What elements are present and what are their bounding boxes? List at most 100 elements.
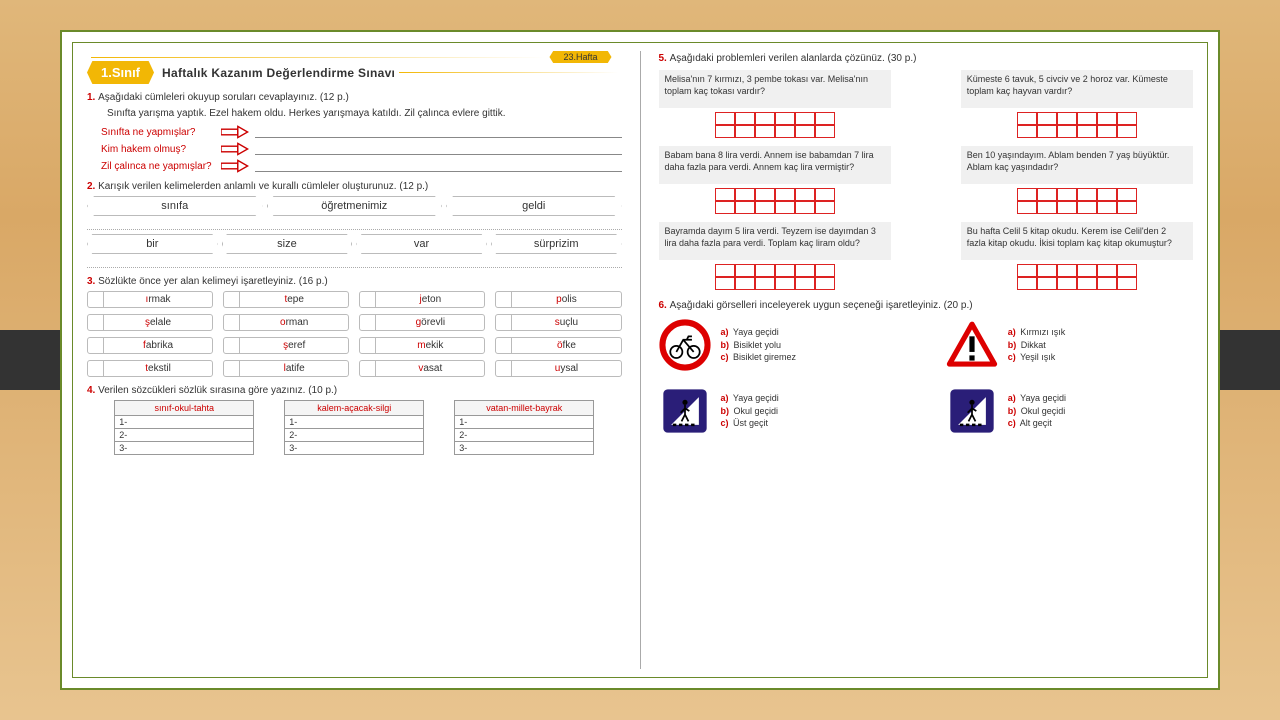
sort-line[interactable]: 1- bbox=[114, 416, 254, 429]
problem-text: Melisa'nın 7 kırmızı, 3 pembe tokası var… bbox=[659, 70, 891, 108]
sort-line[interactable]: 1- bbox=[454, 416, 594, 429]
checkbox[interactable] bbox=[360, 292, 376, 307]
q2-row1: sınıfaöğretmenimizgeldi bbox=[87, 196, 622, 216]
sort-line[interactable]: 1- bbox=[284, 416, 424, 429]
q4-grid: sınıf-okul-tahta1-2-3-kalem-açacak-silgi… bbox=[87, 400, 622, 455]
sign-option[interactable]: c) Bisiklet giremez bbox=[721, 351, 797, 364]
problem-box: Ben 10 yaşındayım. Ablam benden 7 yaş bü… bbox=[961, 146, 1193, 214]
problem-box: Bu hafta Celil 5 kitap okudu. Kerem ise … bbox=[961, 222, 1193, 290]
word-tag: öğretmenimiz bbox=[267, 196, 443, 216]
problem-text: Kümeste 6 tavuk, 5 civciv ve 2 horoz var… bbox=[961, 70, 1193, 108]
checkbox[interactable] bbox=[224, 361, 240, 376]
checkbox[interactable] bbox=[496, 315, 512, 330]
word-option[interactable]: mekik bbox=[359, 337, 485, 354]
word-option[interactable]: şelale bbox=[87, 314, 213, 331]
arrow-icon bbox=[221, 159, 249, 173]
q6-number: 6. bbox=[659, 300, 670, 311]
sign-option[interactable]: b) Bisiklet yolu bbox=[721, 339, 797, 352]
checkbox[interactable] bbox=[224, 315, 240, 330]
sign-option[interactable]: a) Yaya geçidi bbox=[721, 326, 797, 339]
word-text: ırmak bbox=[104, 292, 212, 307]
sign-options: a) Kırmızı ışıkb) Dikkatc) Yeşil ışık bbox=[1008, 326, 1066, 364]
sign-option[interactable]: a) Yaya geçidi bbox=[1008, 392, 1066, 405]
word-option[interactable]: vasat bbox=[359, 360, 485, 377]
q5-number: 5. bbox=[659, 53, 670, 64]
checkbox[interactable] bbox=[360, 315, 376, 330]
question-2: 2. Karışık verilen kelimelerden anlamlı … bbox=[87, 181, 622, 268]
answer-grid[interactable] bbox=[1017, 112, 1137, 138]
checkbox[interactable] bbox=[360, 361, 376, 376]
checkbox[interactable] bbox=[88, 338, 104, 353]
word-option[interactable]: tekstil bbox=[87, 360, 213, 377]
word-option[interactable]: orman bbox=[223, 314, 349, 331]
sort-line[interactable]: 3- bbox=[284, 442, 424, 455]
sort-header: sınıf-okul-tahta bbox=[114, 400, 254, 416]
word-option[interactable]: polis bbox=[495, 291, 621, 308]
word-option[interactable]: öfke bbox=[495, 337, 621, 354]
sign-option[interactable]: c) Alt geçit bbox=[1008, 417, 1066, 430]
worksheet-header: 23.Hafta 1.Sınıf Haftalık Kazanım Değerl… bbox=[87, 51, 622, 84]
q1-answer-row: Kim hakem olmuş? bbox=[101, 142, 622, 156]
warning-sign-icon bbox=[946, 319, 998, 371]
answer-blank[interactable] bbox=[255, 126, 622, 138]
sort-line[interactable]: 2- bbox=[284, 429, 424, 442]
checkbox[interactable] bbox=[360, 338, 376, 353]
sign-option[interactable]: b) Okul geçidi bbox=[1008, 405, 1066, 418]
sign-option[interactable]: b) Dikkat bbox=[1008, 339, 1066, 352]
q1-passage: Sınıfta yarışma yaptık. Ezel hakem oldu.… bbox=[107, 107, 622, 121]
worksheet-inner: 23.Hafta 1.Sınıf Haftalık Kazanım Değerl… bbox=[72, 42, 1208, 678]
answer-grid[interactable] bbox=[715, 188, 835, 214]
q6-grid: a) Yaya geçidib) Bisiklet yoluc) Bisikle… bbox=[659, 319, 1194, 437]
word-option[interactable]: görevli bbox=[359, 314, 485, 331]
sign-option[interactable]: b) Okul geçidi bbox=[721, 405, 779, 418]
word-option[interactable]: latife bbox=[223, 360, 349, 377]
checkbox[interactable] bbox=[496, 338, 512, 353]
checkbox[interactable] bbox=[88, 315, 104, 330]
sign-option[interactable]: a) Yaya geçidi bbox=[721, 392, 779, 405]
word-option[interactable]: şeref bbox=[223, 337, 349, 354]
sign-option[interactable]: c) Yeşil ışık bbox=[1008, 351, 1066, 364]
sign-option[interactable]: a) Kırmızı ışık bbox=[1008, 326, 1066, 339]
checkbox[interactable] bbox=[88, 292, 104, 307]
answer-grid[interactable] bbox=[1017, 264, 1137, 290]
sort-line[interactable]: 3- bbox=[454, 442, 594, 455]
problem-box: Kümeste 6 tavuk, 5 civciv ve 2 horoz var… bbox=[961, 70, 1193, 138]
word-option[interactable]: suçlu bbox=[495, 314, 621, 331]
q3-grid: ırmak tepe jeton polis şelale orman görevli suç… bbox=[87, 291, 622, 377]
checkbox[interactable] bbox=[224, 292, 240, 307]
sort-line[interactable]: 2- bbox=[114, 429, 254, 442]
word-tag: var bbox=[356, 234, 487, 254]
problem-text: Bayramda dayım 5 lira verdi. Teyzem ise … bbox=[659, 222, 891, 260]
sort-header: vatan-millet-bayrak bbox=[454, 400, 594, 416]
checkbox[interactable] bbox=[496, 292, 512, 307]
dotted-line[interactable] bbox=[87, 220, 622, 230]
word-option[interactable]: uysal bbox=[495, 360, 621, 377]
sort-column: sınıf-okul-tahta1-2-3- bbox=[114, 400, 254, 455]
sort-line[interactable]: 3- bbox=[114, 442, 254, 455]
sort-line[interactable]: 2- bbox=[454, 429, 594, 442]
word-text: latife bbox=[240, 361, 348, 376]
sign-question: a) Yaya geçidib) Bisiklet yoluc) Bisikle… bbox=[659, 319, 906, 371]
sign-options: a) Yaya geçidib) Bisiklet yoluc) Bisikle… bbox=[721, 326, 797, 364]
word-text: fabrika bbox=[104, 338, 212, 353]
answer-blank[interactable] bbox=[255, 143, 622, 155]
answer-grid[interactable] bbox=[715, 112, 835, 138]
word-option[interactable]: jeton bbox=[359, 291, 485, 308]
answer-blank[interactable] bbox=[255, 160, 622, 172]
word-option[interactable]: tepe bbox=[223, 291, 349, 308]
answer-grid[interactable] bbox=[1017, 188, 1137, 214]
checkbox[interactable] bbox=[496, 361, 512, 376]
sign-question: a) Yaya geçidib) Okul geçidic) Üst geçit bbox=[659, 385, 906, 437]
dotted-line[interactable] bbox=[87, 258, 622, 268]
q1-subquestion: Sınıfta ne yapmışlar? bbox=[101, 127, 221, 138]
sign-option[interactable]: c) Üst geçit bbox=[721, 417, 779, 430]
pedestrian-sign-icon bbox=[659, 385, 711, 437]
problem-box: Bayramda dayım 5 lira verdi. Teyzem ise … bbox=[659, 222, 891, 290]
word-option[interactable]: ırmak bbox=[87, 291, 213, 308]
word-tag: sürprizim bbox=[491, 234, 622, 254]
word-option[interactable]: fabrika bbox=[87, 337, 213, 354]
answer-grid[interactable] bbox=[715, 264, 835, 290]
checkbox[interactable] bbox=[88, 361, 104, 376]
checkbox[interactable] bbox=[224, 338, 240, 353]
q1-subquestion: Kim hakem olmuş? bbox=[101, 144, 221, 155]
